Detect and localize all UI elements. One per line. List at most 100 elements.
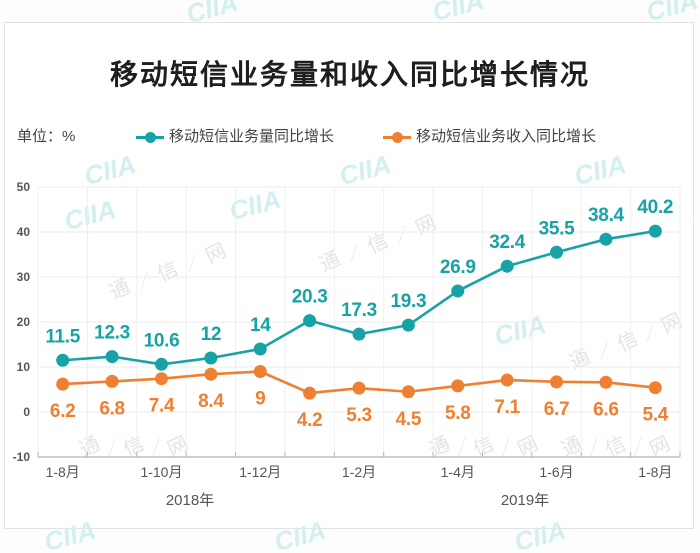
ciia-logo-watermark: CIIA — [183, 0, 241, 29]
data-label: 20.3 — [292, 287, 328, 308]
watermark-separator — [398, 225, 406, 245]
site-char-watermark: 通 — [316, 247, 344, 276]
data-label: 5.4 — [643, 405, 669, 426]
data-label: 26.9 — [440, 257, 476, 278]
watermark-separator — [646, 323, 654, 343]
legend-item-revenue: 移动短信业务收入同比增长 — [383, 127, 596, 147]
watermark-separator — [600, 341, 608, 361]
series-volume-growth: 11.5 12.3 10.6 12 14 20.3 17.3 19.3 26.9 32.4 35.5… — [45, 197, 673, 371]
site-char-watermark: 网 — [658, 310, 685, 338]
data-point — [303, 314, 317, 328]
data-label: 32.4 — [489, 232, 526, 253]
legend-swatch-dot — [144, 131, 156, 143]
y-tick-label: -10 — [13, 450, 31, 464]
x-tick-label: 1-6月 — [539, 464, 573, 480]
ciia-logo-watermark: CIIA — [571, 149, 629, 191]
data-label: 17.3 — [341, 300, 377, 321]
data-label: 4.5 — [396, 409, 422, 430]
watermark-separator — [188, 253, 196, 273]
legend-label: 移动短信业务收入同比增长 — [416, 128, 597, 145]
data-label: 8.4 — [198, 391, 224, 412]
data-point — [648, 381, 662, 395]
unit-label: 单位：% — [17, 128, 76, 145]
data-label: 7.4 — [149, 396, 175, 417]
data-point — [253, 342, 267, 356]
watermark-separator — [634, 437, 642, 457]
data-point — [401, 318, 415, 332]
legend-swatch-dot — [391, 131, 403, 143]
data-label: 6.7 — [544, 399, 570, 420]
data-point — [105, 374, 119, 388]
legend-line-marker-icon — [136, 127, 164, 147]
data-point — [500, 259, 514, 273]
data-point — [500, 373, 514, 387]
year-group-label: 2018年 — [166, 492, 214, 509]
chart-card — [4, 22, 694, 529]
y-tick-label: 20 — [17, 315, 31, 329]
watermark-separator — [108, 437, 116, 457]
ciia-logo-watermark: CIIA — [61, 194, 119, 236]
watermark-separator — [590, 437, 598, 457]
data-point — [56, 377, 70, 391]
series-revenue-growth: 6.2 6.8 7.4 8.4 9 4.2 5.3 4.5 5.8 7.1 6.7 6.6 5.4 — [50, 365, 669, 431]
y-tick-label: 0 — [23, 405, 30, 419]
watermark-separator — [502, 437, 510, 457]
x-tick-label: 1-12月 — [239, 464, 281, 480]
legend-label: 移动短信业务量同比增长 — [169, 128, 335, 145]
data-label: 12.3 — [94, 323, 130, 344]
data-label: 10.6 — [144, 330, 180, 351]
data-label: 6.8 — [99, 398, 125, 419]
data-label: 14 — [250, 315, 271, 336]
chart-title: 移动短信业务量和收入同比增长情况 — [109, 59, 590, 90]
watermark-separator — [458, 437, 466, 457]
y-tick-label: 10 — [17, 360, 31, 374]
data-point — [599, 375, 613, 389]
legend-item-volume: 移动短信业务量同比增长 — [136, 127, 334, 147]
y-tick-label: 30 — [17, 270, 31, 284]
site-char-watermark: 网 — [202, 240, 229, 268]
y-tick-label: 40 — [17, 225, 31, 239]
watermark-separator — [350, 243, 358, 263]
data-point — [401, 385, 415, 399]
x-tick-label: 1-8月 — [638, 464, 672, 480]
data-label: 5.3 — [346, 405, 372, 426]
data-point — [352, 327, 366, 341]
y-axis: -10 0 10 20 30 40 50 — [13, 180, 31, 464]
data-label: 38.4 — [588, 205, 625, 226]
ciia-logo-watermark: CIIA — [41, 515, 99, 553]
site-char-watermark: 信 — [364, 229, 392, 258]
data-label: 35.5 — [539, 218, 576, 239]
ciia-logo-watermark: CIIA — [226, 184, 284, 226]
ciia-logo-watermark: CIIA — [336, 149, 394, 191]
site-char-watermark: 信 — [154, 257, 182, 286]
data-label: 40.2 — [637, 197, 673, 218]
ciia-logo-watermark: CIIA — [81, 149, 139, 191]
data-point — [599, 232, 613, 246]
ciia-logo-watermark: CIIA — [271, 515, 329, 553]
x-tick-label: 1-4月 — [441, 464, 475, 480]
data-point — [550, 245, 564, 259]
data-label: 7.1 — [494, 397, 520, 418]
data-point — [451, 379, 465, 393]
data-label: 12 — [201, 324, 222, 345]
data-point — [352, 381, 366, 395]
data-label: 4.2 — [297, 410, 323, 431]
data-point — [204, 367, 218, 381]
data-point — [204, 351, 218, 365]
ciia-logo-watermark: CIIA — [511, 515, 569, 553]
x-tick-label: 1-2月 — [342, 464, 376, 480]
data-point — [253, 365, 267, 378]
grid — [37, 186, 681, 457]
data-point — [105, 350, 119, 364]
ciia-logo-watermark: CIIA — [643, 0, 700, 27]
legend-line-marker-icon — [383, 127, 411, 147]
site-char-watermark: 网 — [412, 212, 439, 240]
ciia-logo-watermark: CIIA — [491, 309, 549, 351]
x-tick-label: 1-8月 — [46, 464, 80, 480]
site-char-watermark: 信 — [614, 327, 642, 356]
watermark-separator — [152, 437, 160, 457]
data-label: 5.8 — [445, 403, 471, 424]
ciia-logo-watermark: CIIA — [429, 0, 487, 27]
